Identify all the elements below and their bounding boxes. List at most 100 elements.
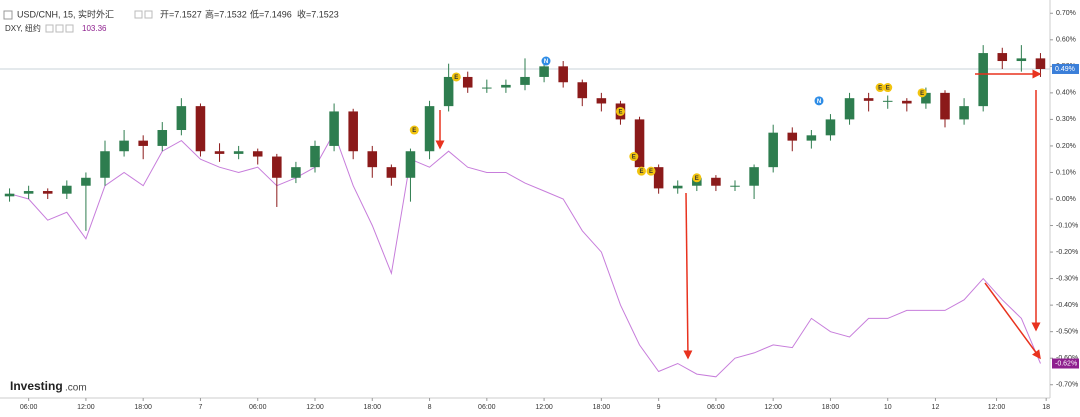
event-label: E — [454, 75, 458, 81]
x-tick-label: 06:00 — [707, 404, 725, 411]
candle-body — [940, 92, 950, 120]
event-marker — [814, 96, 824, 106]
x-tick-label: 06:00 — [478, 404, 496, 411]
x-tick-label: 18:00 — [822, 404, 840, 411]
y-tick-label: 0.40% — [1056, 90, 1076, 97]
candle-body — [4, 193, 15, 197]
y-tick-label: -0.30% — [1056, 275, 1078, 282]
last-value-label: 0.49% — [1055, 66, 1075, 73]
candle-body — [195, 106, 206, 152]
x-tick-label: 10 — [884, 404, 892, 411]
candle-body — [844, 98, 855, 120]
x-tick-label: 06:00 — [249, 404, 267, 411]
candle-body — [921, 92, 931, 104]
candle-body — [176, 106, 187, 131]
x-tick-label: 18:00 — [134, 404, 152, 411]
candle-body — [634, 119, 645, 168]
x-tick-label: 18:00 — [364, 404, 382, 411]
event-marker — [636, 166, 646, 176]
candle-body — [577, 82, 588, 99]
candle-body — [62, 185, 72, 194]
candle-body — [424, 106, 435, 152]
chart-title: USD/CNH, 15, 实时外汇 — [17, 8, 114, 19]
candle-body — [42, 191, 53, 194]
event-label: E — [886, 86, 890, 92]
event-marker — [615, 106, 625, 116]
candle-body — [291, 167, 301, 178]
x-tick-label: 12:00 — [535, 404, 553, 411]
icon[interactable] — [65, 24, 74, 33]
x-tick-label: 18:00 — [593, 404, 611, 411]
watermark: Investing — [10, 379, 63, 393]
event-label: E — [412, 128, 416, 134]
candle-body — [386, 167, 397, 178]
y-tick-label: -0.10% — [1056, 222, 1078, 229]
y-tick-label: -0.70% — [1056, 382, 1078, 389]
last-value-badge — [1052, 63, 1079, 74]
candle-body — [539, 66, 549, 77]
x-tick-label: 12:00 — [306, 404, 324, 411]
x-tick-label: 12:00 — [988, 404, 1006, 411]
event-marker — [646, 166, 656, 176]
icon[interactable] — [134, 10, 143, 19]
candle-body — [233, 151, 244, 154]
event-label: E — [695, 176, 699, 182]
x-tick-label: 9 — [657, 404, 661, 411]
icon[interactable] — [144, 10, 153, 19]
candle-body — [825, 119, 836, 136]
arrow — [683, 192, 693, 360]
collapse-icon[interactable] — [3, 10, 13, 20]
candle-body — [749, 167, 759, 186]
last-value-label: -0.62% — [1055, 360, 1077, 367]
event-label: E — [639, 169, 643, 175]
stat-close: 收=7.1523 — [297, 8, 339, 19]
plot: 0.70%0.60%0.50%0.40%0.30%0.20%0.10%0.00%… — [0, 10, 1078, 411]
candle-body — [558, 66, 568, 83]
candle-body — [157, 130, 168, 146]
overlay-line — [9, 131, 1041, 378]
x-tick-label: 18 — [1042, 404, 1050, 411]
event-marker — [409, 125, 419, 135]
icon[interactable] — [55, 24, 64, 33]
candle-body — [1016, 58, 1027, 62]
icon[interactable] — [45, 24, 54, 33]
event-marker — [451, 72, 461, 82]
candle-body — [443, 76, 454, 107]
candle-body — [520, 76, 530, 85]
event-label: E — [920, 91, 924, 97]
event-label: N — [817, 99, 821, 105]
x-tick-label: 12 — [932, 404, 940, 411]
candle-body — [81, 177, 91, 186]
event-label: N — [544, 59, 548, 65]
candle-body — [214, 151, 225, 154]
candle-body — [23, 191, 34, 194]
x-tick-label: 7 — [199, 404, 203, 411]
candle-body — [272, 156, 282, 178]
candle-body — [711, 177, 721, 186]
overlay-value: 103.36 — [82, 24, 107, 33]
x-tick-label: 12:00 — [764, 404, 782, 411]
candle-body — [310, 145, 320, 168]
event-label: E — [632, 155, 636, 161]
y-tick-label: 0.20% — [1056, 143, 1076, 150]
candle-body — [596, 98, 607, 104]
y-tick-label: 0.00% — [1056, 196, 1076, 203]
event-marker — [875, 83, 885, 93]
candle-body — [100, 151, 110, 178]
candle-body — [902, 100, 912, 104]
stat-low: 低=7.1496 — [250, 8, 292, 19]
candle-body — [768, 132, 778, 168]
candle-body — [997, 53, 1008, 62]
candle-body — [1035, 58, 1046, 69]
candle-body — [329, 111, 339, 146]
candle-body — [863, 98, 874, 101]
annotation-arrows — [435, 69, 1042, 360]
x-tick-label: 12:00 — [77, 404, 95, 411]
x-tick-label: 06:00 — [20, 404, 38, 411]
candle-body — [806, 135, 817, 141]
candle-body — [653, 167, 664, 189]
event-marker — [541, 56, 551, 66]
candle-body — [882, 100, 893, 102]
event-marker — [917, 88, 927, 98]
